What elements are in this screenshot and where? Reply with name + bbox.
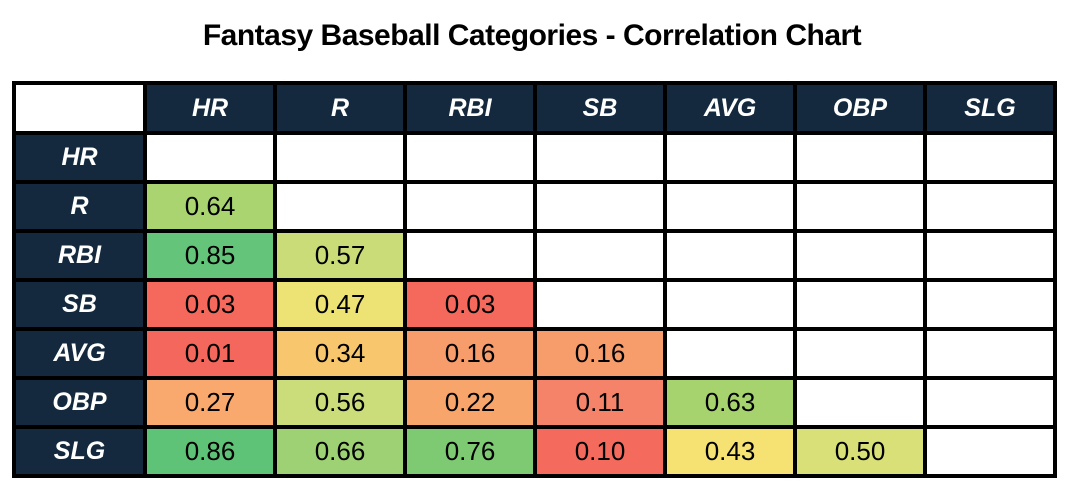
corr-cell-OBP-RBI: 0.22 bbox=[403, 376, 537, 429]
corr-cell-AVG-AVG bbox=[663, 327, 797, 380]
row-header-RBI: RBI bbox=[12, 229, 147, 282]
corr-cell-AVG-SLG bbox=[923, 327, 1057, 380]
corr-cell-HR-SB bbox=[533, 131, 667, 184]
chart-title: Fantasy Baseball Categories - Correlatio… bbox=[202, 19, 862, 52]
column-header-RBI: RBI bbox=[403, 81, 537, 135]
corr-cell-SB-RBI: 0.03 bbox=[403, 278, 537, 331]
corr-cell-RBI-HR: 0.85 bbox=[143, 229, 277, 282]
table-row-R: R 0.64 bbox=[12, 180, 1057, 233]
corr-cell-SB-HR: 0.03 bbox=[143, 278, 277, 331]
corr-cell-SB-R: 0.47 bbox=[273, 278, 407, 331]
corr-cell-OBP-AVG: 0.63 bbox=[663, 376, 797, 429]
row-header-AVG: AVG bbox=[12, 327, 147, 380]
corr-cell-SB-SB bbox=[533, 278, 667, 331]
corr-cell-AVG-RBI: 0.16 bbox=[403, 327, 537, 380]
corr-cell-R-SB bbox=[533, 180, 667, 233]
corr-cell-HR-OBP bbox=[793, 131, 927, 184]
row-header-HR: HR bbox=[12, 131, 147, 184]
table-row-HR: HR bbox=[12, 131, 1057, 184]
row-header-R: R bbox=[12, 180, 147, 233]
corr-cell-RBI-OBP bbox=[793, 229, 927, 282]
corr-cell-SLG-HR: 0.86 bbox=[143, 425, 277, 478]
column-header-OBP: OBP bbox=[793, 81, 927, 135]
column-header-R: R bbox=[273, 81, 407, 135]
table-row-OBP: OBP 0.27 0.56 0.22 0.11 0.63 bbox=[12, 376, 1057, 429]
row-header-SLG: SLG bbox=[12, 425, 147, 478]
row-header-SB: SB bbox=[12, 278, 147, 331]
corr-cell-OBP-HR: 0.27 bbox=[143, 376, 277, 429]
chart-title-bar: Fantasy Baseball Categories - Correlatio… bbox=[12, 10, 1052, 62]
corr-cell-SLG-OBP: 0.50 bbox=[793, 425, 927, 478]
corr-cell-RBI-R: 0.57 bbox=[273, 229, 407, 282]
corr-cell-SLG-SLG bbox=[923, 425, 1057, 478]
column-header-row: HR R RBI SB AVG OBP SLG bbox=[12, 81, 1057, 135]
corr-cell-OBP-SLG bbox=[923, 376, 1057, 429]
correlation-table: HR R RBI SB AVG OBP SLG HR R 0.64 RBI 0.85 0.57 SB 0.… bbox=[12, 81, 1057, 478]
corr-cell-AVG-HR: 0.01 bbox=[143, 327, 277, 380]
corr-cell-SLG-SB: 0.10 bbox=[533, 425, 667, 478]
corr-cell-HR-SLG bbox=[923, 131, 1057, 184]
column-header-HR: HR bbox=[143, 81, 277, 135]
corr-cell-AVG-SB: 0.16 bbox=[533, 327, 667, 380]
row-header-OBP: OBP bbox=[12, 376, 147, 429]
corr-cell-SLG-RBI: 0.76 bbox=[403, 425, 537, 478]
corr-cell-SB-SLG bbox=[923, 278, 1057, 331]
corr-cell-R-R bbox=[273, 180, 407, 233]
corr-cell-OBP-SB: 0.11 bbox=[533, 376, 667, 429]
corr-cell-OBP-OBP bbox=[793, 376, 927, 429]
column-header-AVG: AVG bbox=[663, 81, 797, 135]
column-header-SLG: SLG bbox=[923, 81, 1057, 135]
corr-cell-RBI-AVG bbox=[663, 229, 797, 282]
corr-cell-HR-AVG bbox=[663, 131, 797, 184]
corr-cell-R-RBI bbox=[403, 180, 537, 233]
corr-cell-SB-OBP bbox=[793, 278, 927, 331]
table-row-SLG: SLG 0.86 0.66 0.76 0.10 0.43 0.50 bbox=[12, 425, 1057, 478]
table-row-AVG: AVG 0.01 0.34 0.16 0.16 bbox=[12, 327, 1057, 380]
column-header-SB: SB bbox=[533, 81, 667, 135]
corner-cell bbox=[12, 81, 147, 135]
table-row-SB: SB 0.03 0.47 0.03 bbox=[12, 278, 1057, 331]
corr-cell-HR-R bbox=[273, 131, 407, 184]
corr-cell-HR-HR bbox=[143, 131, 277, 184]
corr-cell-R-OBP bbox=[793, 180, 927, 233]
corr-cell-AVG-OBP bbox=[793, 327, 927, 380]
corr-cell-RBI-RBI bbox=[403, 229, 537, 282]
corr-cell-RBI-SLG bbox=[923, 229, 1057, 282]
corr-cell-R-AVG bbox=[663, 180, 797, 233]
corr-cell-R-HR: 0.64 bbox=[143, 180, 277, 233]
corr-cell-OBP-R: 0.56 bbox=[273, 376, 407, 429]
table-row-RBI: RBI 0.85 0.57 bbox=[12, 229, 1057, 282]
corr-cell-SLG-AVG: 0.43 bbox=[663, 425, 797, 478]
corr-cell-AVG-R: 0.34 bbox=[273, 327, 407, 380]
corr-cell-SB-AVG bbox=[663, 278, 797, 331]
corr-cell-SLG-R: 0.66 bbox=[273, 425, 407, 478]
corr-cell-RBI-SB bbox=[533, 229, 667, 282]
corr-cell-HR-RBI bbox=[403, 131, 537, 184]
corr-cell-R-SLG bbox=[923, 180, 1057, 233]
